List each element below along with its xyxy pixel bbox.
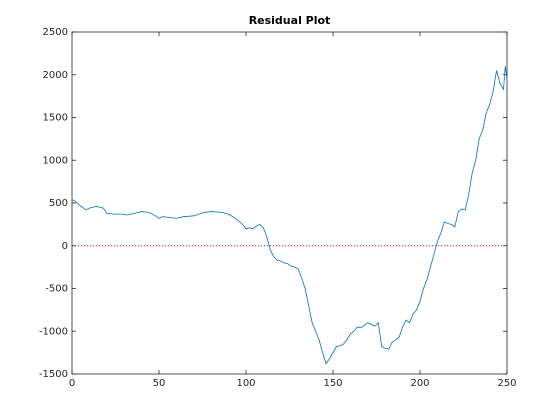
series-line [71,66,508,365]
x-tick-label: 150 [323,378,342,389]
y-tick-label: 2000 [43,70,68,81]
y-tick-label: 1000 [43,155,68,166]
x-tick-label: 100 [236,378,255,389]
y-tick-label: -500 [45,284,68,295]
y-tick-label: -1500 [39,369,68,380]
y-tick-label: -1000 [39,326,68,337]
x-tick-label: 200 [410,378,429,389]
y-tick-label: 2500 [43,27,68,38]
y-tick-label: 500 [49,198,68,209]
x-tick-label: 50 [153,378,166,389]
chart-title: Residual Plot [249,14,331,27]
y-tick-label: 1500 [43,113,68,124]
y-tick-label: 0 [62,241,68,252]
x-tick-label: 250 [497,378,516,389]
x-tick-label: 0 [69,378,75,389]
axes-box [71,31,508,375]
